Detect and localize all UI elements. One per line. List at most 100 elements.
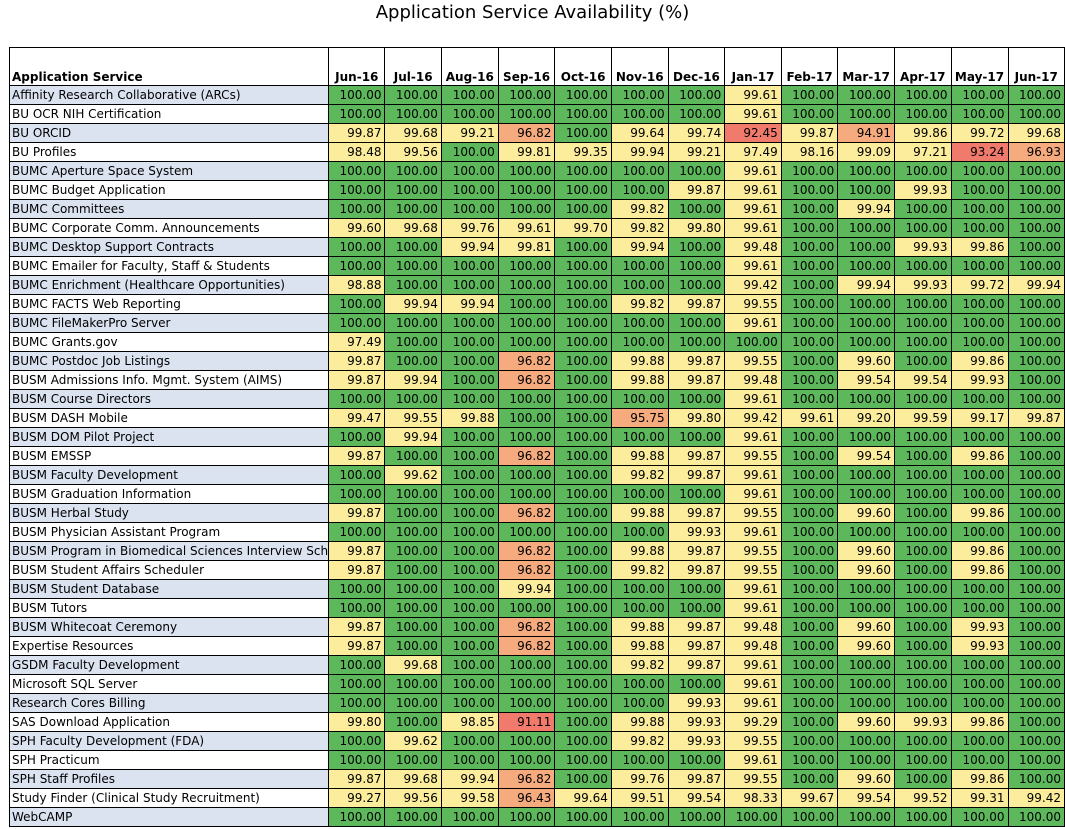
- availability-cell: 99.87: [328, 503, 386, 523]
- availability-cell: 100.00: [384, 237, 442, 257]
- table-row: BUMC FACTS Web Reporting 100.00 99.94 99.94…: [8, 294, 1065, 314]
- availability-cell: 100.00: [554, 674, 612, 694]
- availability-cell: 100.00: [1007, 712, 1065, 732]
- availability-cell: 100.00: [384, 180, 442, 200]
- availability-cell: 100.00: [837, 332, 896, 352]
- availability-cell: 100.00: [610, 579, 669, 599]
- availability-cell: 99.87: [667, 560, 726, 580]
- availability-cell: 100.00: [837, 522, 896, 542]
- service-name: SPH Practicum: [8, 750, 330, 770]
- availability-cell: 100.00: [440, 351, 499, 371]
- availability-cell: 99.60: [837, 617, 896, 637]
- availability-cell: 97.49: [724, 142, 782, 162]
- availability-cell: 100.00: [328, 579, 386, 599]
- availability-cell: 100.00: [894, 104, 952, 124]
- service-name: BUSM Faculty Development: [8, 465, 330, 485]
- availability-cell: 99.87: [667, 655, 726, 675]
- column-header: Jun-16: [328, 47, 386, 86]
- availability-cell: 100.00: [554, 636, 612, 656]
- availability-cell: 100.00: [554, 446, 612, 466]
- availability-cell: 100.00: [950, 807, 1009, 827]
- table-row: BU ORCID 99.87 99.68 99.21 96.82 100.00 99.64 9…: [8, 123, 1065, 143]
- availability-cell: 100.00: [894, 161, 952, 181]
- availability-cell: 100.00: [780, 389, 839, 409]
- service-name: BUSM DOM Pilot Project: [8, 427, 330, 447]
- availability-cell: 99.88: [610, 712, 669, 732]
- availability-cell: 100.00: [780, 180, 839, 200]
- availability-cell: 99.94: [384, 294, 442, 314]
- availability-cell: 100.00: [1007, 199, 1065, 219]
- availability-cell: 100.00: [837, 294, 896, 314]
- availability-cell: 100.00: [610, 313, 669, 333]
- availability-cell: 100.00: [497, 275, 556, 295]
- availability-cell: 99.55: [724, 446, 782, 466]
- availability-cell: 100.00: [497, 598, 556, 618]
- availability-cell: 99.55: [724, 294, 782, 314]
- availability-cell: 99.72: [950, 123, 1009, 143]
- availability-cell: 99.64: [610, 123, 669, 143]
- availability-cell: 100.00: [328, 199, 386, 219]
- availability-cell: 100.00: [328, 313, 386, 333]
- availability-cell: 99.93: [894, 180, 952, 200]
- availability-cell: 100.00: [328, 598, 386, 618]
- service-name: BUSM Tutors: [8, 598, 330, 618]
- availability-cell: 100.00: [780, 674, 839, 694]
- availability-cell: 100.00: [497, 484, 556, 504]
- service-name: SPH Faculty Development (FDA): [8, 731, 330, 751]
- availability-cell: 99.61: [724, 389, 782, 409]
- availability-cell: 100.00: [780, 313, 839, 333]
- availability-cell: 99.48: [724, 370, 782, 390]
- availability-cell: 100.00: [950, 693, 1009, 713]
- availability-cell: 91.11: [497, 712, 556, 732]
- service-name: BUSM Whitecoat Ceremony: [8, 617, 330, 637]
- table-row: BUSM DOM Pilot Project 100.00 99.94 100.00 1…: [8, 427, 1065, 447]
- availability-cell: 100.00: [440, 617, 499, 637]
- availability-cell: 100.00: [1007, 332, 1065, 352]
- availability-cell: 100.00: [554, 332, 612, 352]
- availability-cell: 100.00: [894, 693, 952, 713]
- availability-cell: 99.48: [724, 617, 782, 637]
- availability-cell: 99.42: [1007, 788, 1065, 808]
- availability-cell: 100.00: [837, 731, 896, 751]
- availability-cell: 99.61: [780, 408, 839, 428]
- availability-cell: 100.00: [950, 750, 1009, 770]
- availability-cell: 100.00: [950, 161, 1009, 181]
- availability-cell: 100.00: [1007, 560, 1065, 580]
- availability-cell: 100.00: [837, 161, 896, 181]
- service-name: Expertise Resources: [8, 636, 330, 656]
- availability-cell: 100.00: [554, 617, 612, 637]
- table-body: Affinity Research Collaborative (ARCs) 10…: [8, 85, 1065, 827]
- availability-cell: 99.72: [950, 275, 1009, 295]
- availability-cell: 100.00: [780, 256, 839, 276]
- availability-cell: 99.94: [610, 237, 669, 257]
- availability-cell: 100.00: [610, 389, 669, 409]
- availability-cell: 99.88: [610, 541, 669, 561]
- column-header: Jul-16: [384, 47, 442, 86]
- availability-cell: 100.00: [837, 104, 896, 124]
- availability-cell: 100.00: [837, 484, 896, 504]
- availability-cell: 100.00: [610, 522, 669, 542]
- availability-cell: 100.00: [1007, 522, 1065, 542]
- availability-cell: 100.00: [497, 161, 556, 181]
- availability-cell: 99.94: [837, 275, 896, 295]
- availability-cell: 100.00: [1007, 617, 1065, 637]
- availability-cell: 100.00: [384, 636, 442, 656]
- row-header: Application Service: [8, 47, 330, 86]
- availability-cell: 100.00: [950, 180, 1009, 200]
- availability-cell: 100.00: [894, 598, 952, 618]
- availability-cell: 100.00: [384, 332, 442, 352]
- availability-cell: 100.00: [328, 750, 386, 770]
- availability-cell: 100.00: [554, 180, 612, 200]
- availability-cell: 100.00: [667, 807, 726, 827]
- availability-cell: 99.51: [610, 788, 669, 808]
- availability-cell: 100.00: [1007, 104, 1065, 124]
- availability-cell: 100.00: [440, 636, 499, 656]
- availability-cell: 100.00: [497, 674, 556, 694]
- availability-cell: 100.00: [440, 446, 499, 466]
- availability-cell: 100.00: [780, 351, 839, 371]
- availability-cell: 100.00: [610, 693, 669, 713]
- availability-cell: 100.00: [554, 389, 612, 409]
- availability-cell: 100.00: [554, 275, 612, 295]
- availability-cell: 100.00: [667, 484, 726, 504]
- availability-cell: 97.49: [328, 332, 386, 352]
